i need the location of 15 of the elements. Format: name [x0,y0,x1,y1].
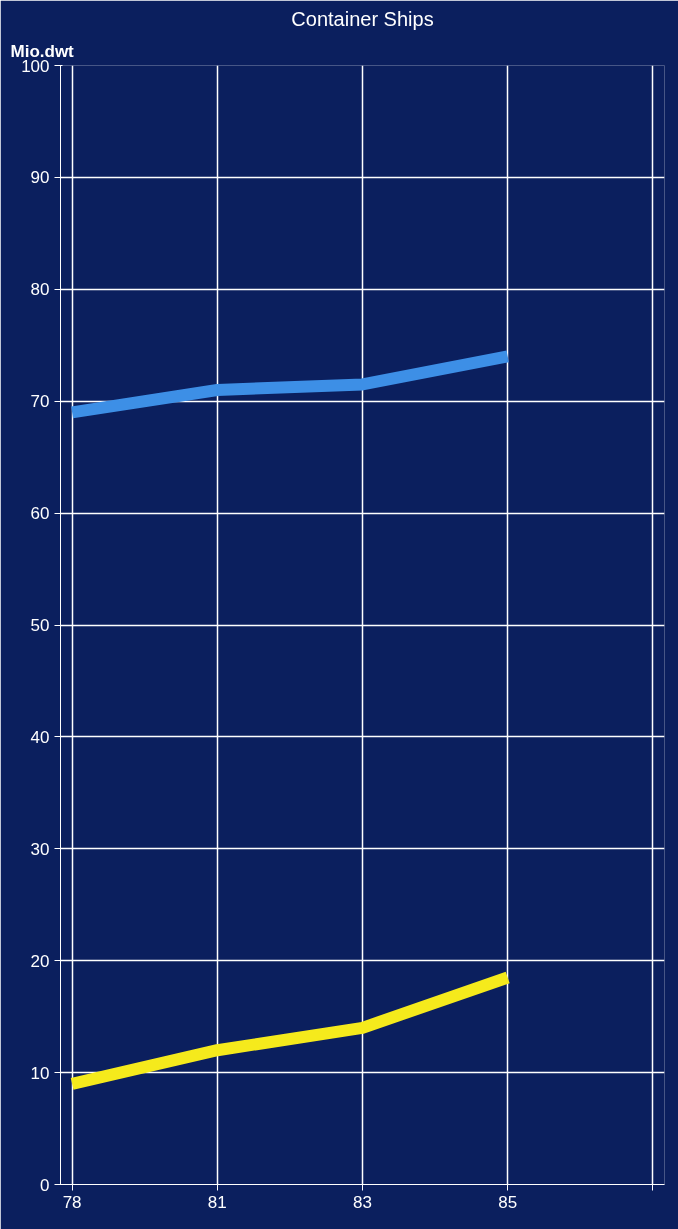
y-tick-label: 40 [30,727,50,747]
x-tick-label: 81 [207,1192,227,1212]
x-tick-label: 78 [62,1192,82,1212]
y-tick-label: 90 [30,168,50,188]
x-tick-label: 85 [498,1192,518,1212]
y-tick-label: 60 [30,504,50,524]
y-tick-label: 30 [30,839,50,859]
y-tick-label: 20 [30,951,50,971]
y-tick-label: 70 [30,392,50,412]
chart-title: Container Ships [291,7,434,30]
y-tick-label: 0 [40,1175,50,1195]
y-tick-label: 80 [30,280,50,300]
y-tick-label: 10 [30,1063,50,1083]
x-tick-label: 83 [353,1192,372,1212]
y-tick-label: 50 [30,616,50,635]
